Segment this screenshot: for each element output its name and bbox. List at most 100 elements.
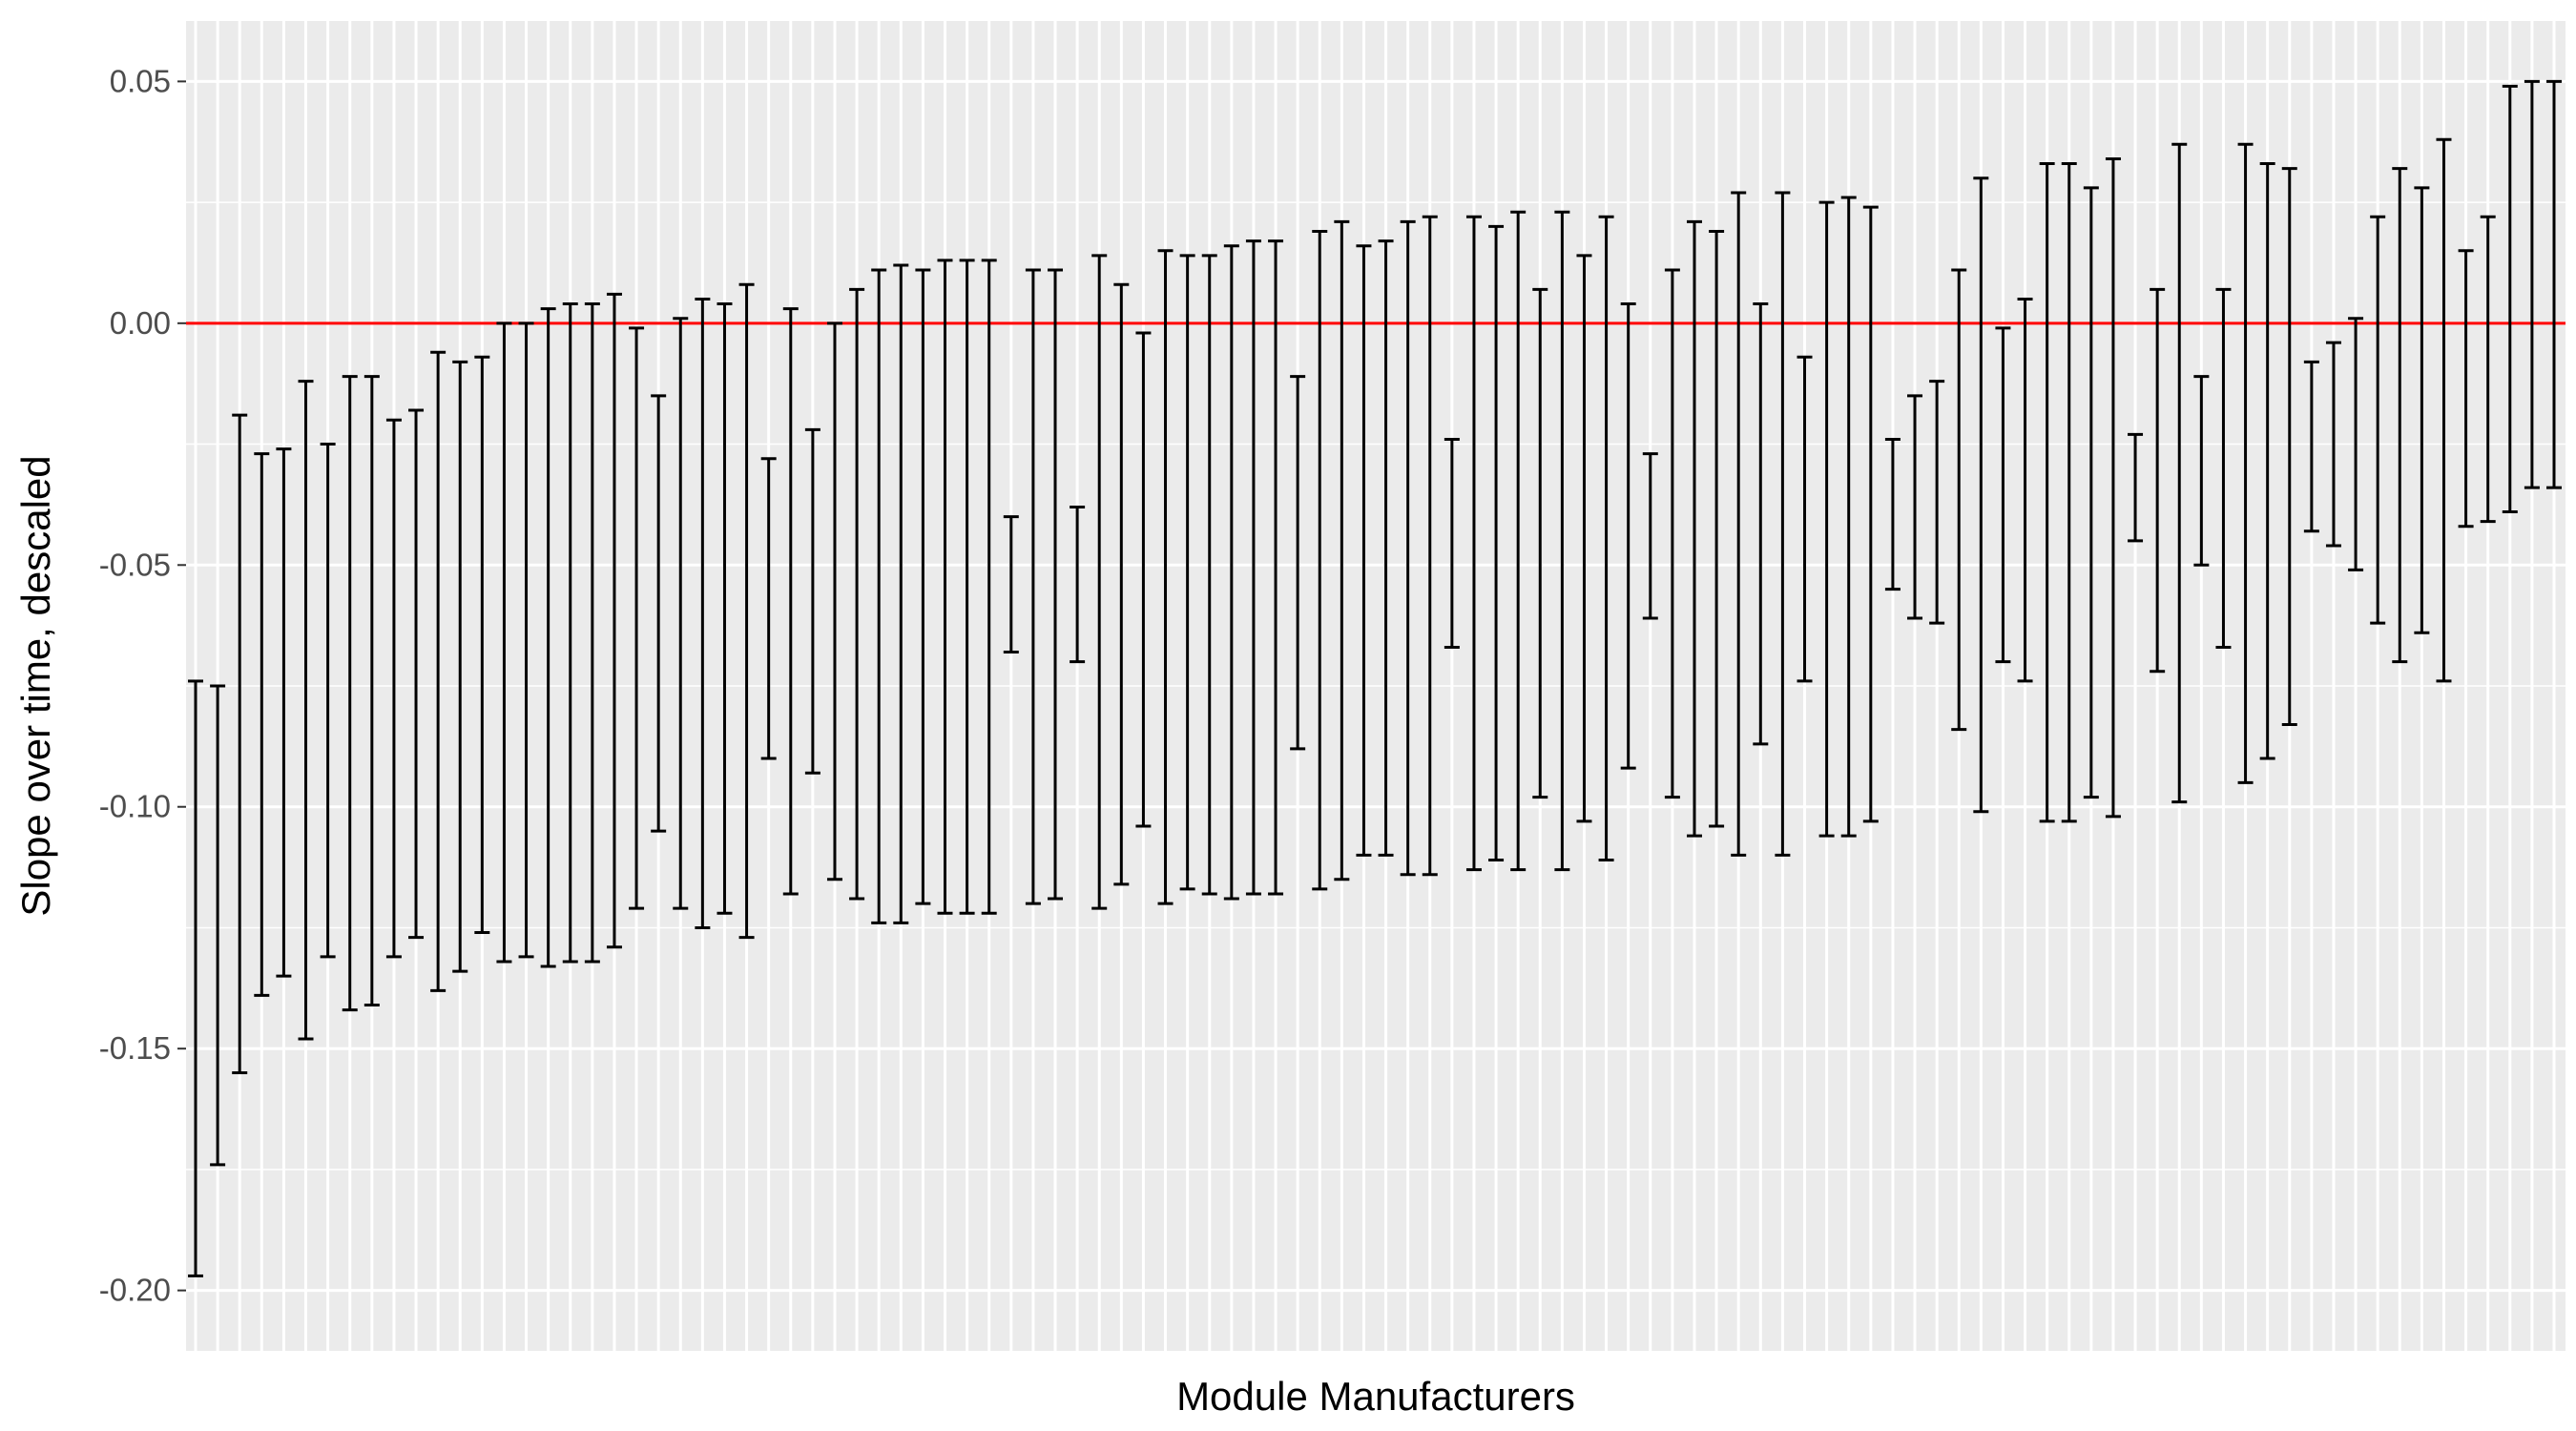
error-bar: [254, 452, 270, 997]
error-bar: [1048, 268, 1064, 901]
error-bar: [408, 408, 425, 940]
error-bar: [629, 326, 645, 910]
error-bar: [298, 380, 314, 1041]
error-bar: [1356, 244, 1372, 857]
error-bar: [562, 302, 578, 964]
error-bar: [1223, 244, 1239, 901]
error-bar: [2546, 79, 2562, 489]
error-bar: [2392, 167, 2408, 664]
error-bar: [1818, 200, 1835, 838]
error-bar: [540, 307, 556, 968]
error-bar: [1334, 219, 1350, 881]
error-bar: [2193, 375, 2210, 567]
error-bar: [760, 457, 777, 760]
error-bar: [1510, 210, 1527, 872]
error-bar: [364, 375, 380, 1007]
error-bar: [2502, 84, 2518, 514]
error-bar: [1025, 268, 1041, 905]
y-axis-ticks: 0.05 0.00 -0.05 -0.10 -0.15 -0.20: [99, 63, 186, 1308]
error-bar: [1929, 380, 1945, 625]
error-bar: [1488, 224, 1505, 861]
error-bar: [1444, 437, 1460, 649]
error-bar: [1753, 302, 1769, 746]
error-bar: [695, 297, 711, 929]
error-bar: [1245, 239, 1261, 896]
error-bar: [2458, 249, 2474, 529]
error-bar: [959, 259, 975, 915]
y-tick-label: -0.20: [99, 1273, 171, 1308]
error-bar: [2325, 341, 2341, 548]
error-bar: [2215, 287, 2232, 649]
error-bar: [1775, 191, 1791, 857]
y-tick-label: 0.05: [110, 63, 171, 98]
error-bar: [2259, 162, 2275, 760]
error-bar: [1598, 215, 1614, 861]
error-bar: [2061, 162, 2077, 823]
y-tick-label: -0.15: [99, 1030, 171, 1066]
error-bar: [1642, 452, 1658, 620]
error-bar: [1070, 505, 1086, 664]
error-bar: [2281, 167, 2297, 727]
error-bars: [188, 79, 2562, 1277]
error-bar: [1576, 254, 1592, 823]
error-bar: [1709, 230, 1725, 828]
error-bar: [474, 355, 490, 935]
error-bar: [1995, 326, 2011, 664]
error-bar: [871, 268, 887, 924]
error-bar: [2237, 142, 2254, 784]
error-bar: [1554, 210, 1570, 872]
error-bar: [1268, 239, 1284, 896]
error-bar: [804, 427, 821, 775]
error-bar: [1312, 230, 1328, 891]
error-bar: [782, 307, 799, 896]
error-bar: [1884, 437, 1901, 591]
error-bar: [430, 350, 447, 992]
y-tick-label: -0.05: [99, 547, 171, 582]
error-bar: [385, 418, 402, 959]
error-bar: [2524, 79, 2540, 489]
error-bar: [1731, 191, 1747, 857]
error-bar: [1686, 219, 1702, 838]
error-bar: [2105, 156, 2121, 819]
y-tick-label: -0.10: [99, 789, 171, 824]
error-bar: [1797, 355, 1813, 683]
x-axis-title: Module Manufacturers: [1176, 1374, 1575, 1419]
error-bar: [1422, 215, 1438, 877]
error-bar: [1951, 268, 1967, 732]
error-bar: [2414, 186, 2430, 634]
error-bar: [2370, 215, 2386, 625]
error-bar: [2128, 432, 2144, 543]
error-bar: [1465, 215, 1482, 872]
error-bar: [1135, 331, 1152, 828]
error-bar: [2083, 186, 2099, 799]
error-bar: [276, 447, 292, 978]
error-bar: [1620, 302, 1636, 770]
error-bar: [738, 282, 755, 940]
error-bar: [1003, 515, 1019, 654]
error-bar: [2171, 142, 2188, 804]
error-bar: [2150, 287, 2166, 674]
error-bar: [188, 679, 203, 1277]
error-bar: [2436, 137, 2452, 683]
error-bar: [673, 317, 689, 910]
error-bar: [584, 302, 600, 964]
error-bar: [518, 321, 534, 959]
error-bar: [210, 684, 226, 1167]
error-bar: [2303, 360, 2319, 533]
error-bar: [1840, 196, 1857, 838]
error-bar: [893, 263, 909, 924]
error-bar: [2348, 317, 2364, 571]
error-bar: [981, 259, 997, 915]
error-bar: [651, 394, 667, 833]
error-bar: [342, 375, 358, 1012]
error-bar: [232, 413, 248, 1075]
error-bar: [915, 268, 931, 905]
error-bar: [717, 302, 733, 915]
error-bar: [1179, 254, 1195, 891]
error-bar: [452, 360, 468, 973]
error-bar: [1973, 176, 1989, 814]
error-bar: [1091, 254, 1108, 910]
error-bar: [1113, 282, 1130, 886]
